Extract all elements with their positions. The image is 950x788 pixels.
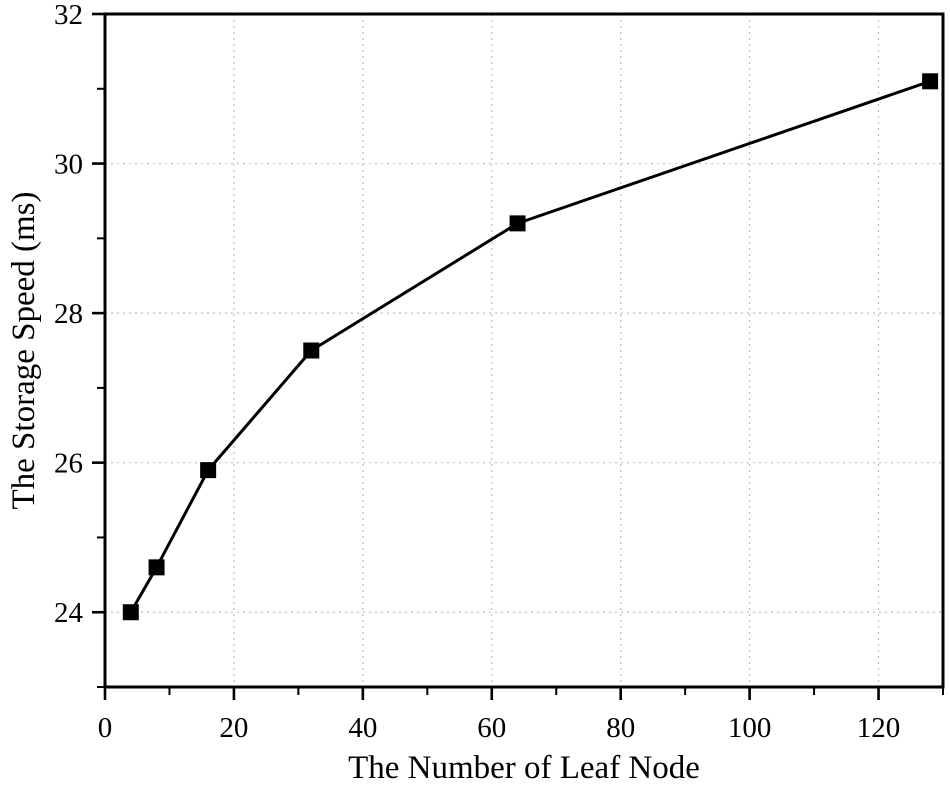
data-point-marker (122, 604, 139, 621)
plot-frame (103, 12, 945, 689)
x-tick-label: 20 (219, 712, 248, 744)
y-tick-label: 32 (54, 0, 83, 31)
x-tick-label: 100 (728, 712, 772, 744)
data-point-marker (200, 462, 217, 479)
y-tick-label: 26 (54, 448, 83, 480)
data-point-marker (148, 559, 165, 576)
y-tick-label: 28 (54, 298, 83, 330)
x-tick-label: 120 (857, 712, 901, 744)
data-point-marker (922, 73, 939, 90)
y-tick-label: 30 (54, 149, 83, 181)
data-line (129, 79, 931, 613)
x-tick-label: 60 (477, 712, 506, 744)
y-axis-label: The Storage Speed (ms) (6, 192, 42, 510)
x-tick-label: 40 (348, 712, 377, 744)
data-point-marker (303, 342, 320, 359)
tick-labels: 0 20 40 60 80 100 120 24 26 28 30 32 (54, 0, 900, 744)
y-tick-label: 24 (54, 597, 84, 629)
x-axis-label: The Number of Leaf Node (348, 750, 700, 786)
data-point-marker (509, 215, 526, 232)
x-tick-label: 80 (606, 712, 635, 744)
axis-ticks (92, 12, 944, 700)
x-tick-label: 0 (98, 712, 113, 744)
data-series (122, 73, 939, 621)
gridlines (105, 14, 943, 687)
